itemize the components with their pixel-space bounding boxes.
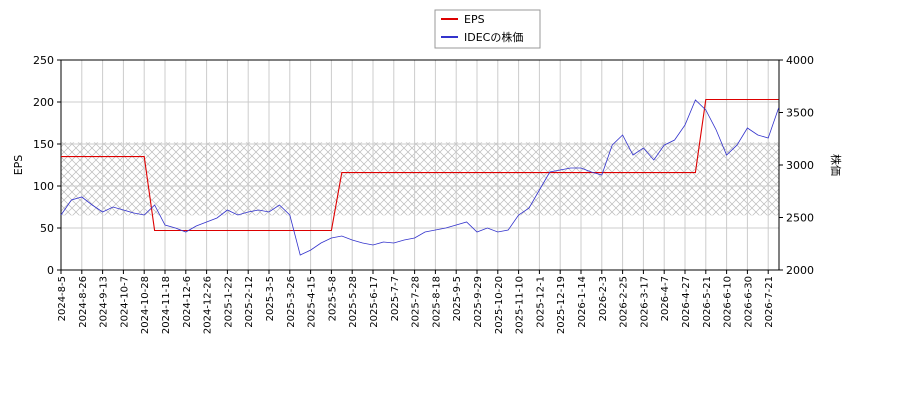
x-tick-label: 2026-1-14 (577, 276, 588, 328)
y2-axis-label: 株価 (829, 154, 843, 176)
x-tick-label: 2024-9-13 (99, 276, 110, 328)
x-tick-label: 2026-3-17 (639, 276, 650, 328)
y-tick-label: 250 (33, 54, 54, 67)
y-tick-label: 200 (33, 96, 54, 109)
y2-tick-label: 3000 (786, 159, 814, 172)
y2-tick-label: 2000 (786, 264, 814, 277)
x-tick-label: 2025-5-28 (348, 276, 359, 328)
x-tick-label: 2025-10-20 (494, 276, 505, 334)
x-tick-label: 2024-10-28 (140, 276, 151, 334)
x-tick-label: 2026-7-21 (764, 276, 775, 328)
x-tick-label: 2025-4-15 (307, 276, 318, 328)
y-tick-label: 150 (33, 138, 54, 151)
x-tick-label: 2026-5-21 (702, 276, 713, 328)
x-tick-label: 2025-6-17 (369, 276, 380, 328)
x-tick-label: 2025-3-26 (286, 276, 297, 328)
x-tick-label: 2025-3-5 (265, 276, 276, 321)
y-tick-label: 50 (40, 222, 54, 235)
x-tick-label: 2025-12-1 (535, 276, 546, 328)
plot-frame (60, 59, 780, 271)
series-line (61, 98, 779, 232)
x-tick-label: 2025-7-28 (411, 276, 422, 328)
x-tick-label: 2025-11-10 (515, 276, 526, 334)
y-axis-label: EPS (12, 155, 25, 176)
legend-box (434, 9, 541, 49)
y2-tick-label: 3500 (786, 107, 814, 120)
x-tick-label: 2024-8-26 (78, 276, 89, 328)
legend-label: IDECの株価 (464, 30, 523, 44)
x-tick-label: 2026-6-30 (743, 276, 754, 328)
y2-tick-label: 4000 (786, 54, 814, 67)
legend-label: EPS (464, 13, 485, 26)
x-tick-label: 2025-8-18 (431, 276, 442, 328)
x-tick-label: 2026-6-10 (723, 276, 734, 328)
y2-tick-label: 2500 (786, 212, 814, 225)
x-tick-label: 2024-12-26 (203, 276, 214, 334)
x-tick-label: 2025-2-12 (244, 276, 255, 328)
x-tick-label: 2024-10-7 (119, 276, 130, 328)
x-tick-label: 2024-12-6 (182, 276, 193, 328)
x-tick-label: 2025-7-7 (390, 276, 401, 321)
x-tick-label: 2024-8-5 (57, 276, 68, 321)
series-line (60, 99, 779, 256)
x-tick-label: 2024-11-18 (161, 276, 172, 334)
x-tick-label: 2025-1-22 (223, 276, 234, 328)
y-tick-label: 0 (47, 264, 54, 277)
x-tick-label: 2025-12-19 (556, 276, 567, 334)
x-tick-label: 2026-4-27 (681, 276, 692, 328)
x-tick-label: 2026-2-3 (598, 276, 609, 321)
x-tick-label: 2025-5-8 (327, 276, 338, 321)
x-tick-label: 2026-4-7 (660, 276, 671, 321)
x-tick-label: 2025-9-29 (473, 276, 484, 328)
x-tick-label: 2026-2-25 (619, 276, 630, 328)
shaded-range (61, 142, 779, 216)
x-tick-label: 2025-9-5 (452, 276, 463, 321)
y-tick-label: 100 (33, 180, 54, 193)
